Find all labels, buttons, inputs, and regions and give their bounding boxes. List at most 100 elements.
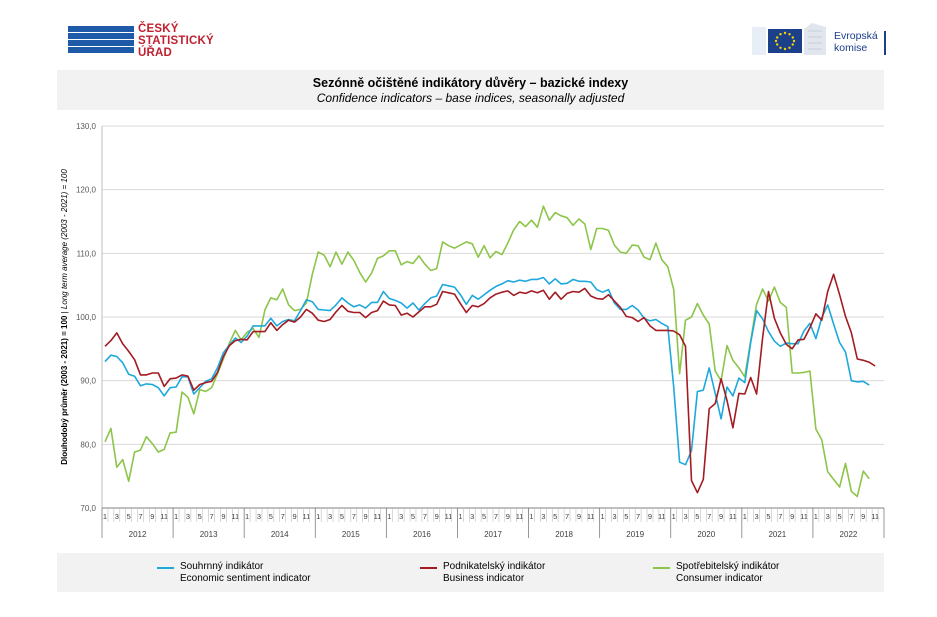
csu-line-3: ÚŘAD	[138, 47, 173, 59]
y-tick-label: 120,0	[76, 186, 97, 195]
month-tick-label: 1	[103, 512, 107, 521]
month-tick-label: 9	[577, 512, 581, 521]
month-tick-label: 3	[257, 512, 261, 521]
month-tick-label: 9	[292, 512, 296, 521]
y-axis-label-cz: Dlouhodobý průměr (2003 - 2021) = 100	[60, 315, 69, 465]
month-tick-label: 5	[482, 512, 486, 521]
month-tick-label: 5	[553, 512, 557, 521]
month-tick-label: 11	[800, 512, 808, 521]
month-tick-label: 9	[648, 512, 652, 521]
year-label: 2012	[129, 530, 147, 539]
month-tick-label: 7	[707, 512, 711, 521]
month-tick-label: 3	[826, 512, 830, 521]
month-tick-label: 9	[221, 512, 225, 521]
y-tick-label: 80,0	[80, 440, 96, 449]
legend-swatch-economic	[157, 567, 174, 569]
csu-line-2: STATISTICKÝ	[138, 35, 214, 47]
ec-logo-text: Evropská komise	[834, 30, 878, 54]
month-tick-label: 3	[399, 512, 403, 521]
month-tick-label: 11	[160, 512, 168, 521]
month-tick-label: 5	[269, 512, 273, 521]
legend-label-economic: Souhrnný indikátor	[180, 561, 264, 572]
year-label: 2013	[200, 530, 218, 539]
month-tick-label: 1	[672, 512, 676, 521]
month-tick-label: 1	[814, 512, 818, 521]
y-axis-label-en: Long term average (2003 - 2021) = 100	[60, 169, 69, 309]
month-tick-label: 1	[601, 512, 605, 521]
y-axis-label: Dlouhodobý průměr (2003 - 2021) = 100 | …	[60, 169, 69, 465]
legend-label-business: Podnikatelský indikátor	[443, 561, 546, 572]
legend-item-business: Podnikatelský indikátor Business indicat…	[420, 561, 546, 585]
month-tick-label: 3	[328, 512, 332, 521]
month-tick-label: 3	[186, 512, 190, 521]
year-label: 2018	[555, 530, 573, 539]
eu-stars-icon	[774, 31, 796, 51]
month-tick-label: 9	[150, 512, 154, 521]
month-tick-label: 5	[624, 512, 628, 521]
year-label: 2022	[840, 530, 858, 539]
month-tick-label: 7	[636, 512, 640, 521]
legend-label-consumer-en: Consumer indicator	[676, 573, 763, 584]
month-tick-label: 5	[198, 512, 202, 521]
month-tick-label: 5	[837, 512, 841, 521]
month-tick-label: 1	[245, 512, 249, 521]
csu-logo-text: ČESKÝ STATISTICKÝ ÚŘAD	[138, 23, 214, 59]
year-label: 2017	[484, 530, 502, 539]
month-tick-label: 9	[790, 512, 794, 521]
month-tick-label: 11	[516, 512, 524, 521]
y-tick-label: 110,0	[77, 249, 97, 258]
y-tick-label: 90,0	[80, 377, 96, 386]
month-tick-label: 7	[352, 512, 356, 521]
ec-line-2: komise	[834, 42, 868, 54]
month-tick-label: 11	[374, 512, 382, 521]
month-tick-label: 3	[541, 512, 545, 521]
chart-title-box: Sezónně očištěné indikátory důvěry – baz…	[57, 70, 884, 110]
month-tick-label: 9	[435, 512, 439, 521]
month-tick-label: 1	[529, 512, 533, 521]
month-tick-label: 9	[364, 512, 368, 521]
month-tick-label: 7	[210, 512, 214, 521]
month-tick-label: 3	[115, 512, 119, 521]
month-tick-label: 1	[316, 512, 320, 521]
month-tick-label: 7	[849, 512, 853, 521]
legend-item-economic: Souhrnný indikátor Economic sentiment in…	[157, 561, 311, 585]
legend-label-business-en: Business indicator	[443, 573, 525, 584]
year-label: 2020	[697, 530, 715, 539]
month-tick-label: 3	[755, 512, 759, 521]
month-tick-label: 7	[423, 512, 427, 521]
european-commission-logo	[752, 23, 886, 55]
month-tick-label: 3	[612, 512, 616, 521]
series-line-consumer	[104, 205, 870, 498]
y-tick-label: 130,0	[76, 122, 97, 131]
year-label: 2014	[271, 530, 289, 539]
ec-line-1: Evropská	[834, 30, 878, 42]
month-tick-label: 5	[695, 512, 699, 521]
month-tick-label: 11	[658, 512, 666, 521]
month-tick-label: 7	[778, 512, 782, 521]
month-tick-label: 9	[861, 512, 865, 521]
y-tick-label: 70,0	[80, 504, 96, 513]
month-tick-label: 9	[506, 512, 510, 521]
month-tick-label: 7	[281, 512, 285, 521]
month-tick-label: 9	[719, 512, 723, 521]
year-label: 2021	[768, 530, 786, 539]
series-line-business	[104, 273, 876, 494]
y-axis: 70,0 80,0 90,0 100,0 110,0 120,0 130,0	[76, 122, 97, 513]
month-tick-label: 1	[174, 512, 178, 521]
series-line-economic	[104, 276, 870, 466]
month-tick-label: 1	[743, 512, 747, 521]
month-tick-label: 5	[766, 512, 770, 521]
month-tick-label: 5	[411, 512, 415, 521]
month-tick-label: 5	[340, 512, 344, 521]
month-tick-label: 11	[729, 512, 737, 521]
year-label: 2016	[413, 530, 431, 539]
month-tick-label: 3	[683, 512, 687, 521]
y-tick-label: 100,0	[76, 313, 97, 322]
legend-swatch-business	[420, 567, 437, 569]
year-label: 2019	[626, 530, 644, 539]
chart-subtitle: Confidence indicators – base indices, se…	[316, 91, 625, 105]
month-tick-label: 1	[387, 512, 391, 521]
chart-series	[104, 205, 876, 498]
